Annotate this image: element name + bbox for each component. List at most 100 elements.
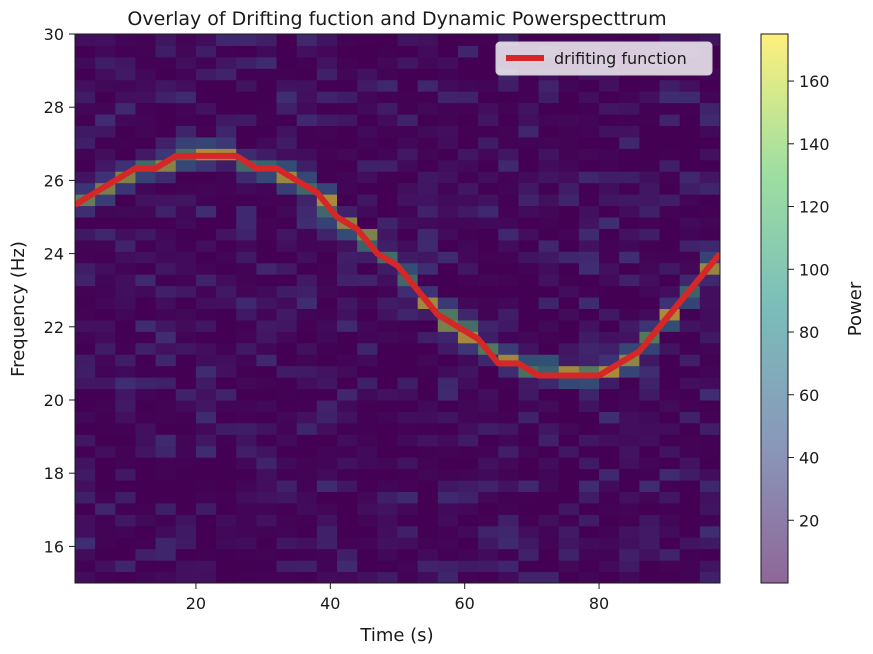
heatmap-cell xyxy=(195,400,217,412)
heatmap-cell xyxy=(195,159,217,172)
heatmap-cell xyxy=(357,125,378,138)
heatmap-cell xyxy=(256,400,278,412)
heatmap-cell xyxy=(518,194,540,207)
heatmap-cell xyxy=(659,125,681,138)
heatmap-cell xyxy=(357,79,378,92)
heatmap-cell xyxy=(437,68,459,81)
heatmap-cell xyxy=(578,91,600,104)
heatmap-cell xyxy=(236,468,257,481)
heatmap-cell xyxy=(75,502,96,515)
heatmap-cell xyxy=(276,91,298,104)
heatmap-cell xyxy=(639,102,661,115)
heatmap-cell xyxy=(417,457,439,470)
heatmap-cell xyxy=(95,56,116,69)
heatmap-cell xyxy=(135,457,157,470)
legend-box xyxy=(495,41,713,76)
heatmap-cell xyxy=(75,91,96,104)
heatmap-cell xyxy=(236,388,257,401)
heatmap-cell xyxy=(195,468,217,481)
heatmap-cell xyxy=(195,239,217,252)
heatmap-cell xyxy=(95,297,116,309)
heatmap-cell xyxy=(538,537,560,550)
heatmap-cell xyxy=(316,502,338,515)
heatmap-cell xyxy=(175,136,197,149)
heatmap-cell xyxy=(639,480,661,492)
heatmap-cell xyxy=(276,251,298,264)
heatmap-cell xyxy=(599,79,620,92)
heatmap-cell xyxy=(377,125,398,138)
heatmap-cell xyxy=(135,468,157,481)
heatmap-cell xyxy=(679,491,701,504)
heatmap-cell xyxy=(457,342,479,355)
heatmap-cell xyxy=(195,171,217,184)
heatmap-cell xyxy=(195,365,217,378)
heatmap-cell xyxy=(437,171,459,184)
heatmap-cell xyxy=(276,525,298,538)
heatmap-cell xyxy=(216,514,237,527)
heatmap-cell xyxy=(457,285,479,298)
heatmap-cell xyxy=(639,217,661,229)
heatmap-cell xyxy=(115,297,136,309)
heatmap-cell xyxy=(135,228,157,241)
heatmap-cell xyxy=(518,548,540,561)
heatmap-cell xyxy=(659,491,681,504)
heatmap-cell xyxy=(599,308,620,321)
heatmap-cell xyxy=(316,457,338,470)
heatmap-cell xyxy=(337,91,358,104)
heatmap-cell xyxy=(115,205,136,218)
heatmap-cell xyxy=(216,274,237,287)
heatmap-cell xyxy=(699,480,720,492)
heatmap-cell xyxy=(699,400,720,412)
heatmap-cell xyxy=(478,422,499,435)
heatmap-cell xyxy=(417,239,439,252)
heatmap-cell xyxy=(195,319,217,332)
heatmap-cell xyxy=(679,571,701,583)
heatmap-cell xyxy=(679,34,701,46)
heatmap-cell xyxy=(417,537,439,550)
heatmap-cell xyxy=(75,297,96,309)
heatmap-cell xyxy=(135,537,157,550)
heatmap-cell xyxy=(135,434,157,447)
heatmap-cell xyxy=(276,468,298,481)
heatmap-cell xyxy=(599,434,620,447)
heatmap-cell xyxy=(296,274,318,287)
heatmap-cell xyxy=(699,308,720,321)
heatmap-cell xyxy=(437,537,459,550)
heatmap-cell xyxy=(135,136,157,149)
heatmap-cell xyxy=(357,491,378,504)
heatmap-cell xyxy=(256,136,278,149)
heatmap-cell xyxy=(175,377,197,390)
heatmap-cell xyxy=(236,159,257,172)
heatmap-cell xyxy=(599,194,620,207)
heatmap-cell xyxy=(639,205,661,218)
heatmap-cell xyxy=(639,342,661,355)
heatmap-cell xyxy=(578,205,600,218)
x-tick-label: 60 xyxy=(455,594,475,613)
heatmap-cell xyxy=(478,34,499,46)
heatmap-cell xyxy=(619,525,640,538)
heatmap-cell xyxy=(619,102,640,115)
heatmap-cell xyxy=(659,228,681,241)
heatmap-cell xyxy=(216,79,237,92)
heatmap-cell xyxy=(236,45,257,58)
heatmap-cell xyxy=(236,34,257,46)
heatmap-cell xyxy=(538,331,560,344)
heatmap-cell xyxy=(256,468,278,481)
heatmap-cell xyxy=(95,308,116,321)
heatmap-cell xyxy=(578,434,600,447)
heatmap-cell xyxy=(135,480,157,492)
heatmap-cell xyxy=(397,125,419,138)
heatmap-cell xyxy=(397,205,419,218)
heatmap-cell xyxy=(599,480,620,492)
heatmap-cell xyxy=(95,319,116,332)
heatmap-cell xyxy=(75,239,96,252)
heatmap-cell xyxy=(75,56,96,69)
heatmap-cell xyxy=(236,205,257,218)
heatmap-cell xyxy=(256,457,278,470)
heatmap-cell xyxy=(639,502,661,515)
heatmap-cell xyxy=(155,136,177,149)
y-tick-label: 16 xyxy=(44,537,64,556)
heatmap-cell xyxy=(377,102,398,115)
heatmap-cell xyxy=(498,445,519,458)
